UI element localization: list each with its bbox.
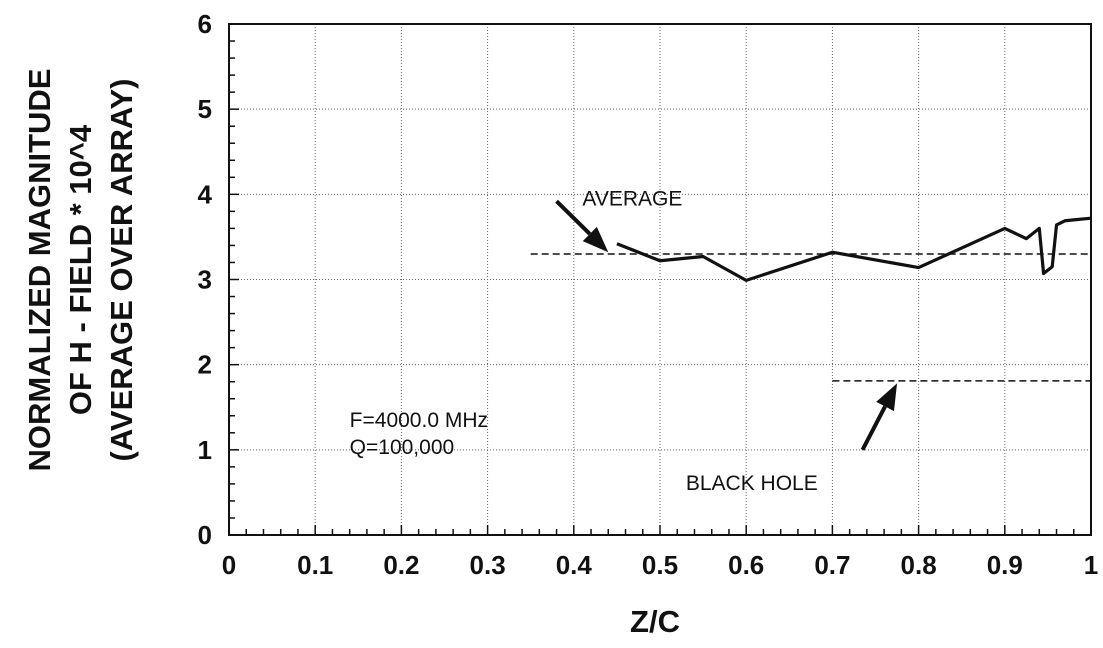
- y-tick-label: 3: [198, 265, 212, 295]
- annotation-arrow-shaft-1: [860, 405, 887, 451]
- annotation-text-1: BLACK HOLE: [686, 472, 818, 495]
- x-tick-label: 0.7: [814, 550, 850, 580]
- x-tick-label: 0.5: [642, 550, 678, 580]
- x-tick-label: 0.3: [470, 550, 506, 580]
- annotation-text-3: Q=100,000: [350, 436, 455, 459]
- x-tick-label: 0.1: [297, 550, 333, 580]
- x-axis-title: Z/C: [630, 604, 680, 639]
- x-tick-labels: 0 0.1 0.2 0.3 0.4 0.5 0.6 0.7 0.8 0.9 1: [222, 550, 1098, 580]
- x-tick-label: 0.9: [987, 550, 1023, 580]
- annotation-arrow-head-1: [876, 383, 898, 412]
- y-axis-title-line-1: NORMALIZED MAGNITUDE: [22, 69, 57, 472]
- x-tick-label: 0.6: [728, 550, 764, 580]
- x-tick-label: 0.2: [383, 550, 419, 580]
- annotation-text-2: F=4000.0 MHz: [350, 409, 488, 432]
- y-tick-label: 0: [198, 520, 212, 550]
- series-layer: [530, 216, 1092, 382]
- y-tick-labels: 0 1 2 3 4 5 6: [198, 9, 213, 550]
- annotation-text-0: AVERAGE: [582, 187, 682, 210]
- y-tick-label: 6: [198, 9, 212, 39]
- y-axis-title-line-3: (AVERAGE OVER ARRAY): [104, 79, 139, 462]
- y-tick-label: 1: [198, 435, 212, 465]
- y-tick-label: 5: [198, 94, 212, 124]
- annotation-arrow-head-0: [582, 226, 609, 253]
- arrow-layer: [555, 199, 898, 451]
- annotation-layer: AVERAGE BLACK HOLE F=4000.0 MHz Q=100,000: [350, 187, 818, 494]
- x-tick-label: 0.4: [556, 550, 593, 580]
- y-axis-title-line-2: OF H - FIELD * 10^4: [63, 124, 98, 415]
- minor-ticks: [228, 23, 1092, 536]
- annotation-arrow-shaft-0: [555, 199, 592, 236]
- y-tick-label: 2: [198, 350, 212, 380]
- y-tick-label: 4: [198, 179, 213, 209]
- x-tick-label: 1: [1084, 550, 1098, 580]
- x-tick-label: 0.8: [901, 550, 937, 580]
- data-series-line: [616, 216, 1092, 282]
- x-tick-label: 0: [222, 550, 236, 580]
- y-axis-title: NORMALIZED MAGNITUDE OF H - FIELD * 10^4…: [22, 69, 139, 472]
